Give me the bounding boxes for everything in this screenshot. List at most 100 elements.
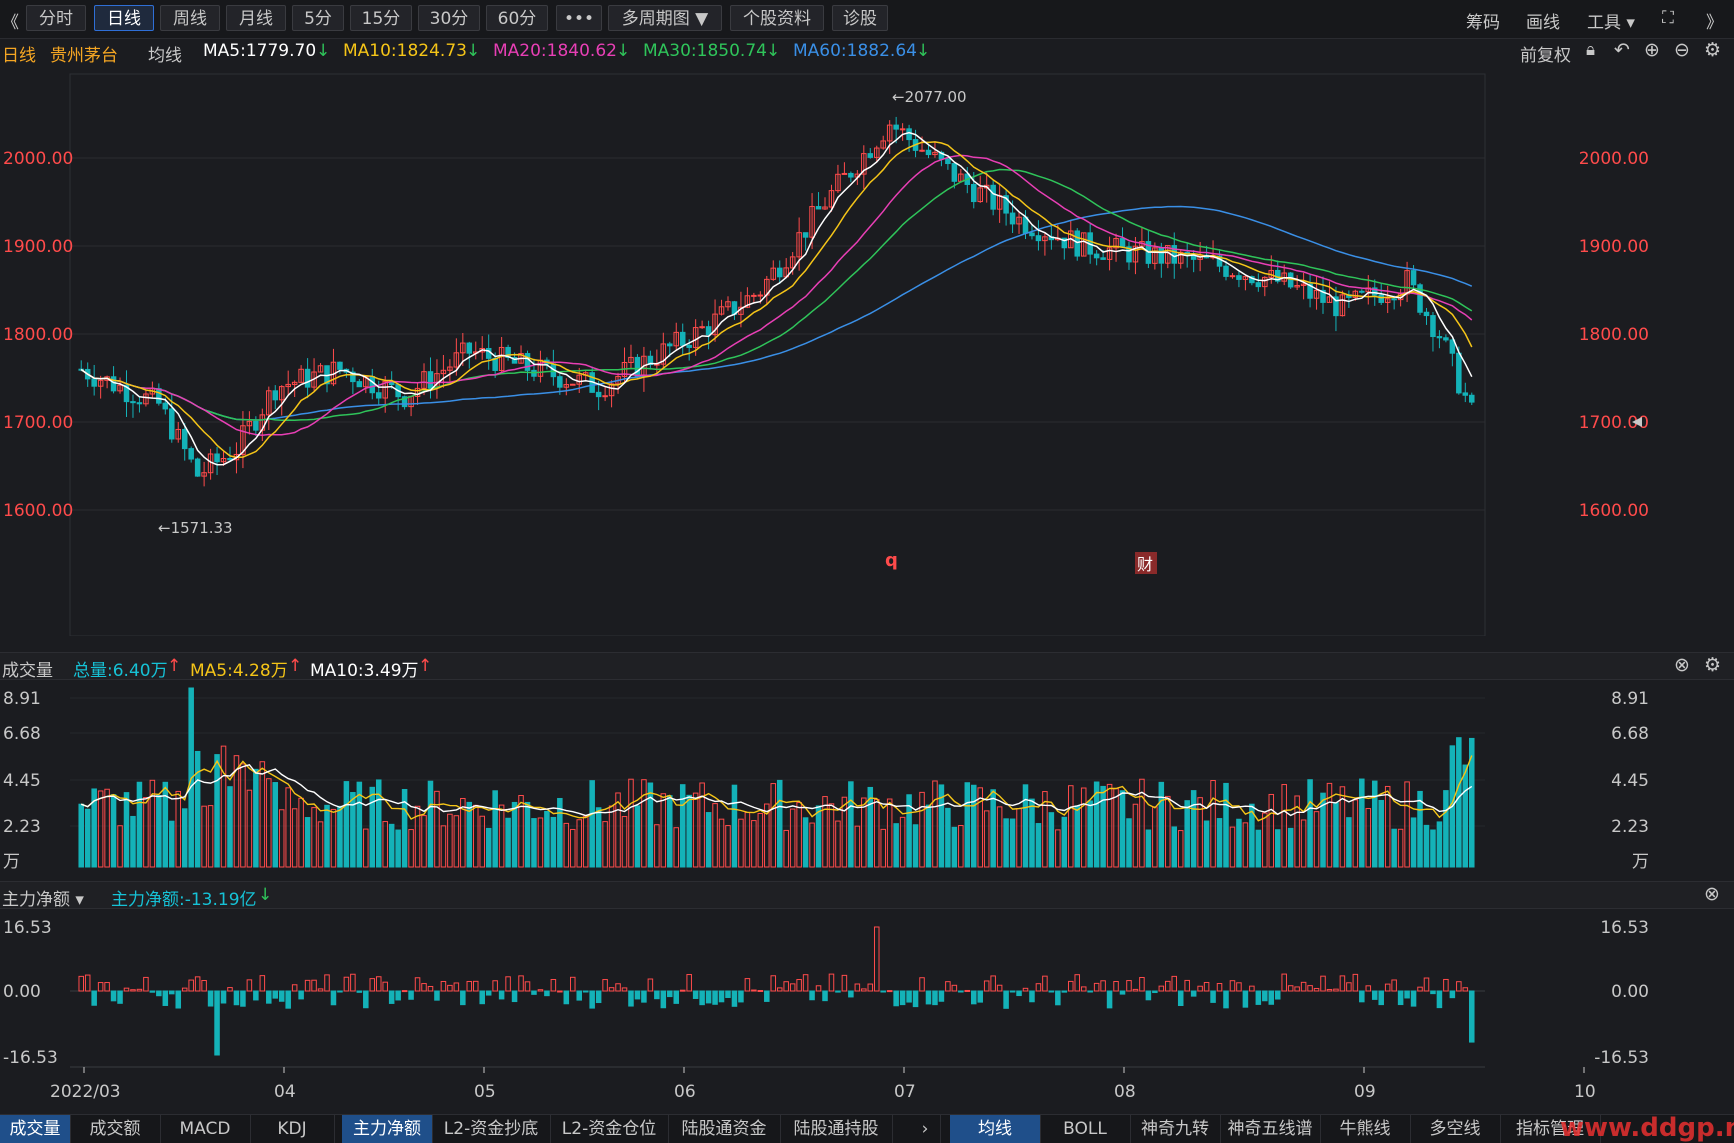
main-net-flow-chart[interactable]: 16.53 16.53 0.00 0.00 -16.53 -16.53 2022/03 04 0… — [0, 909, 1734, 1114]
ma20-value: MA20:1840.62 — [493, 41, 617, 61]
volume-bar — [1287, 827, 1294, 868]
period-tab-0[interactable]: 分时 — [26, 5, 86, 31]
period-tab-2[interactable]: 周线 — [160, 5, 220, 31]
x-axis-label: 06 — [674, 1082, 696, 1102]
settings-gear-icon[interactable]: ⚙ — [1704, 39, 1722, 61]
finance-marker-bg[interactable] — [1135, 552, 1157, 574]
period-tab-10[interactable]: 个股资料 — [730, 5, 824, 31]
zoom-in-icon[interactable]: ⊕ — [1644, 39, 1660, 61]
volume-bar — [414, 805, 421, 868]
volume-bar — [317, 821, 324, 868]
panel-settings-gear-icon[interactable]: ⚙ — [1704, 654, 1722, 676]
overlay-tab-6[interactable]: 指标管理 — [1500, 1115, 1601, 1143]
tools-menu-button[interactable]: 工具 ▾ — [1587, 13, 1635, 33]
chip-distribution-button[interactable]: 筹码 — [1466, 13, 1500, 33]
volume-tick-left: 万 — [3, 852, 20, 872]
overlay-tab-4[interactable]: 牛熊线 — [1320, 1115, 1411, 1143]
overlay-tab-1[interactable]: BOLL — [1040, 1115, 1131, 1143]
flow-bar — [1158, 985, 1165, 992]
candle-body — [873, 147, 880, 158]
overlay-tab-2[interactable]: 神奇九转 — [1130, 1115, 1221, 1143]
volume-bar — [220, 745, 227, 868]
flow-bar — [1391, 979, 1397, 992]
volume-bar — [330, 808, 337, 868]
flow-tick-right: 0.00 — [1611, 982, 1649, 1002]
candle-body — [227, 458, 233, 461]
flow-bar — [104, 982, 110, 992]
adjust-mode-button[interactable]: 前复权 — [1520, 46, 1571, 66]
overlay-tab-3[interactable]: 神奇五线谱 — [1220, 1115, 1321, 1143]
period-tab-4[interactable]: 5分 — [292, 5, 344, 31]
candle-body — [828, 190, 835, 208]
period-tab-9[interactable]: 多周期图 ▼ — [608, 5, 722, 31]
volume-bar — [440, 825, 447, 868]
volume-bar — [815, 805, 822, 868]
period-tab-5[interactable]: 15分 — [350, 5, 412, 31]
volume-bar — [977, 787, 983, 868]
fullscreen-icon[interactable]: ⛶ — [1662, 8, 1674, 28]
indicator-tab-2[interactable]: MACD — [160, 1115, 251, 1143]
flow-bar — [350, 973, 356, 992]
lock-icon[interactable]: 🔒︎ — [1586, 40, 1596, 60]
volume-bar — [1016, 808, 1022, 868]
flow-bar — [169, 990, 175, 995]
ma60-line — [80, 205, 1473, 421]
volume-bar — [1197, 797, 1203, 868]
volume-bar — [1003, 818, 1009, 868]
indicator-tab-4[interactable]: 主力净额 — [342, 1115, 433, 1143]
period-tab-11[interactable]: 诊股 — [832, 5, 888, 31]
indicator-tab-8[interactable]: 陆股通持股 — [780, 1115, 893, 1143]
flow-bar — [673, 990, 680, 1004]
period-tab-1[interactable]: 日线 — [94, 5, 154, 31]
volume-bar — [705, 812, 712, 868]
period-tab-7[interactable]: 60分 — [486, 5, 548, 31]
event-marker-q[interactable]: q — [885, 550, 898, 571]
candle-body — [1456, 352, 1462, 394]
forward-icon[interactable]: 》 — [1706, 13, 1723, 33]
flow-bar — [815, 985, 822, 992]
overlay-tab-0[interactable]: 均线 — [950, 1115, 1041, 1143]
draw-line-button[interactable]: 画线 — [1526, 13, 1560, 33]
undo-icon[interactable]: ↶ — [1614, 39, 1630, 61]
volume-bar — [91, 788, 97, 868]
indicator-tab-3[interactable]: KDJ — [250, 1115, 335, 1143]
close-panel-icon[interactable]: ⊗ — [1674, 654, 1690, 676]
candle-body — [1177, 251, 1184, 264]
candlestick-chart[interactable]: 2000.00 2000.00 1900.00 1900.00 1800.00 1800.… — [0, 66, 1734, 636]
period-tab-3[interactable]: 月线 — [226, 5, 286, 31]
zoom-out-icon[interactable]: ⊖ — [1674, 39, 1690, 61]
flow-bar — [1333, 988, 1339, 992]
candle-body — [156, 388, 162, 404]
indicator-tab-7[interactable]: 陆股通资金 — [668, 1115, 781, 1143]
flow-bar — [705, 990, 712, 1004]
close-flow-panel-icon[interactable]: ⊗ — [1704, 883, 1720, 905]
ma-label[interactable]: 均线 — [148, 46, 182, 66]
price-tick-left: 1800.00 — [3, 325, 73, 345]
flow-bar — [1443, 978, 1449, 992]
flow-title-dropdown[interactable]: 主力净额 ▾ — [2, 890, 84, 910]
x-axis-label: 05 — [474, 1082, 496, 1102]
candle-body — [1313, 289, 1320, 299]
volume-bar — [1229, 826, 1236, 868]
candle-body — [770, 267, 777, 280]
back-icon[interactable]: 《 — [2, 13, 19, 33]
volume-tick-left: 8.91 — [3, 689, 41, 709]
volume-chart[interactable]: 8.91 8.91 6.68 6.68 4.45 4.45 2.23 2.23 万 万 — [0, 680, 1734, 880]
period-tab-6[interactable]: 30分 — [418, 5, 480, 31]
volume-bar — [369, 786, 376, 868]
volume-ma10-line — [80, 763, 1473, 817]
period-tab-8[interactable]: ••• — [556, 5, 602, 31]
candle-body — [1423, 311, 1430, 317]
volume-bar — [1080, 787, 1087, 868]
overlay-tab-5[interactable]: 多空线 — [1410, 1115, 1501, 1143]
flow-bar — [867, 983, 874, 992]
finance-marker[interactable]: 财 — [1137, 555, 1153, 574]
tabs-scroll-right-icon[interactable]: › — [910, 1115, 941, 1143]
indicator-tab-0[interactable]: 成交量 — [0, 1115, 71, 1143]
indicator-tab-6[interactable]: L2-资金仓位 — [550, 1115, 669, 1143]
indicator-tab-1[interactable]: 成交额 — [70, 1115, 161, 1143]
flow-bar — [188, 979, 194, 992]
indicator-tab-5[interactable]: L2-资金抄底 — [432, 1115, 551, 1143]
flow-bar — [460, 990, 466, 1006]
flow-bar — [1190, 990, 1197, 997]
